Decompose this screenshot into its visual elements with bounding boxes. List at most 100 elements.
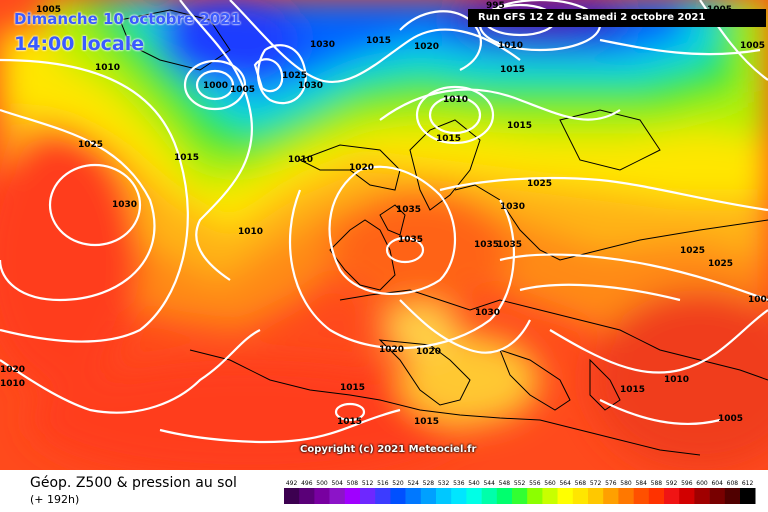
isobar-label: 1005 bbox=[740, 41, 765, 51]
isobar-label: 1015 bbox=[500, 65, 525, 75]
scale-swatch bbox=[603, 488, 619, 504]
scale-swatch bbox=[481, 488, 498, 504]
scale-tick-label: 516 bbox=[377, 480, 389, 487]
isobar-label: 1005 bbox=[230, 85, 255, 95]
scale-tick-label: 596 bbox=[681, 480, 693, 487]
isobar-label: 1015 bbox=[436, 134, 461, 144]
isobar-label: 1005 bbox=[36, 5, 61, 15]
scale-swatch bbox=[390, 488, 406, 504]
scale-swatch bbox=[679, 488, 695, 504]
scale-tick-label: 568 bbox=[575, 480, 587, 487]
scale-swatch bbox=[344, 488, 361, 504]
scale-tick-label: 548 bbox=[499, 480, 511, 487]
scale-swatch bbox=[648, 488, 665, 504]
isobar-label: 1010 bbox=[95, 63, 120, 73]
scale-tick-label: 560 bbox=[544, 480, 556, 487]
isobar-label: 1010 bbox=[238, 227, 263, 237]
isobar-label: 1025 bbox=[680, 246, 705, 256]
isobar-label: 1015 bbox=[174, 153, 199, 163]
scale-swatch bbox=[284, 488, 300, 504]
scale-tick-label: 500 bbox=[316, 480, 328, 487]
scale-swatch bbox=[740, 488, 756, 504]
product-title: Géop. Z500 & pression au sol bbox=[30, 475, 237, 491]
scale-tick-label: 604 bbox=[711, 480, 723, 487]
isobar-label: 1020 bbox=[349, 163, 374, 173]
scale-tick-label: 512 bbox=[362, 480, 374, 487]
isobar-label: 1010 bbox=[0, 379, 25, 389]
scale-swatch bbox=[436, 488, 452, 504]
isobar-label: 1010 bbox=[288, 155, 313, 165]
isobar-label: 1025 bbox=[527, 179, 552, 189]
isobar-label: 1015 bbox=[366, 36, 391, 46]
forecast-date: Dimanche 10 octobre 2021 bbox=[14, 10, 242, 28]
scale-tick-label: 572 bbox=[590, 480, 602, 487]
forecast-offset: (+ 192h) bbox=[30, 493, 80, 506]
scale-swatch bbox=[542, 488, 558, 504]
isobar-label: 1025 bbox=[78, 140, 103, 150]
scale-swatch bbox=[375, 488, 391, 504]
scale-swatch bbox=[527, 488, 543, 504]
scale-swatch bbox=[466, 488, 482, 504]
isobar-label: 1035 bbox=[396, 205, 421, 215]
isobar-label: 1030 bbox=[112, 200, 137, 210]
scale-tick-label: 584 bbox=[635, 480, 647, 487]
scale-swatch bbox=[360, 488, 376, 504]
scale-swatch bbox=[420, 488, 437, 504]
scale-swatch bbox=[314, 488, 330, 504]
isobar-label: 1020 bbox=[0, 365, 25, 375]
scale-tick-label: 612 bbox=[742, 480, 754, 487]
scale-swatch bbox=[664, 488, 680, 504]
isobar-label: 1025 bbox=[282, 71, 307, 81]
scale-tick-label: 496 bbox=[301, 480, 313, 487]
isobar-label: 1020 bbox=[414, 42, 439, 52]
scale-tick-label: 592 bbox=[666, 480, 678, 487]
scale-swatch bbox=[709, 488, 726, 504]
run-banner: Run GFS 12 Z du Samedi 2 octobre 2021 bbox=[468, 9, 766, 27]
scale-tick-label: 600 bbox=[696, 480, 708, 487]
isobar-label: 1035 bbox=[497, 240, 522, 250]
scale-swatch bbox=[724, 488, 741, 504]
isobar-label: 1015 bbox=[414, 417, 439, 427]
isobar-label: 995 bbox=[486, 1, 505, 11]
scale-tick-label: 492 bbox=[286, 480, 298, 487]
isobar-label: 1030 bbox=[500, 202, 525, 212]
scale-swatch bbox=[451, 488, 467, 504]
scale-swatch bbox=[633, 488, 650, 504]
scale-tick-label: 556 bbox=[529, 480, 541, 487]
scale-tick-label: 524 bbox=[407, 480, 419, 487]
scale-swatch bbox=[588, 488, 604, 504]
scale-swatch bbox=[557, 488, 574, 504]
scale-tick-label: 580 bbox=[620, 480, 632, 487]
scale-swatch bbox=[329, 488, 346, 504]
scale-tick-label: 608 bbox=[727, 480, 739, 487]
isobar-label: 1035 bbox=[474, 240, 499, 250]
isobar-label: 1030 bbox=[298, 81, 323, 91]
scale-swatch bbox=[496, 488, 513, 504]
scale-swatch bbox=[694, 488, 710, 504]
isobar-label: 1035 bbox=[398, 235, 423, 245]
scale-swatch bbox=[618, 488, 634, 504]
weather-map: 1005 1010 1025 1030 1015 1000 1005 1025 … bbox=[0, 0, 768, 470]
copyright: Copyright (c) 2021 Meteociel.fr bbox=[300, 444, 477, 455]
isobar-label: 1020 bbox=[379, 345, 404, 355]
scale-swatch bbox=[512, 488, 528, 504]
forecast-time: 14:00 locale bbox=[14, 33, 145, 55]
isobar-label: 1015 bbox=[340, 383, 365, 393]
isobar-label: 1005 bbox=[748, 295, 768, 305]
scale-swatch bbox=[572, 488, 589, 504]
isobar-label: 1010 bbox=[498, 41, 523, 51]
scale-tick-label: 544 bbox=[483, 480, 495, 487]
isobar-label: 1020 bbox=[416, 347, 441, 357]
scale-tick-label: 588 bbox=[651, 480, 663, 487]
isobars bbox=[0, 0, 768, 444]
scale-swatch bbox=[405, 488, 422, 504]
scale-tick-label: 508 bbox=[347, 480, 359, 487]
isobar-label: 1015 bbox=[507, 121, 532, 131]
isobar-label: 1025 bbox=[708, 259, 733, 269]
scale-tick-label: 536 bbox=[453, 480, 465, 487]
scale-swatch bbox=[299, 488, 315, 504]
isobar-label: 1030 bbox=[475, 308, 500, 318]
isobar-label: 1015 bbox=[620, 385, 645, 395]
scale-tick-label: 552 bbox=[514, 480, 526, 487]
scale-tick-label: 576 bbox=[605, 480, 617, 487]
